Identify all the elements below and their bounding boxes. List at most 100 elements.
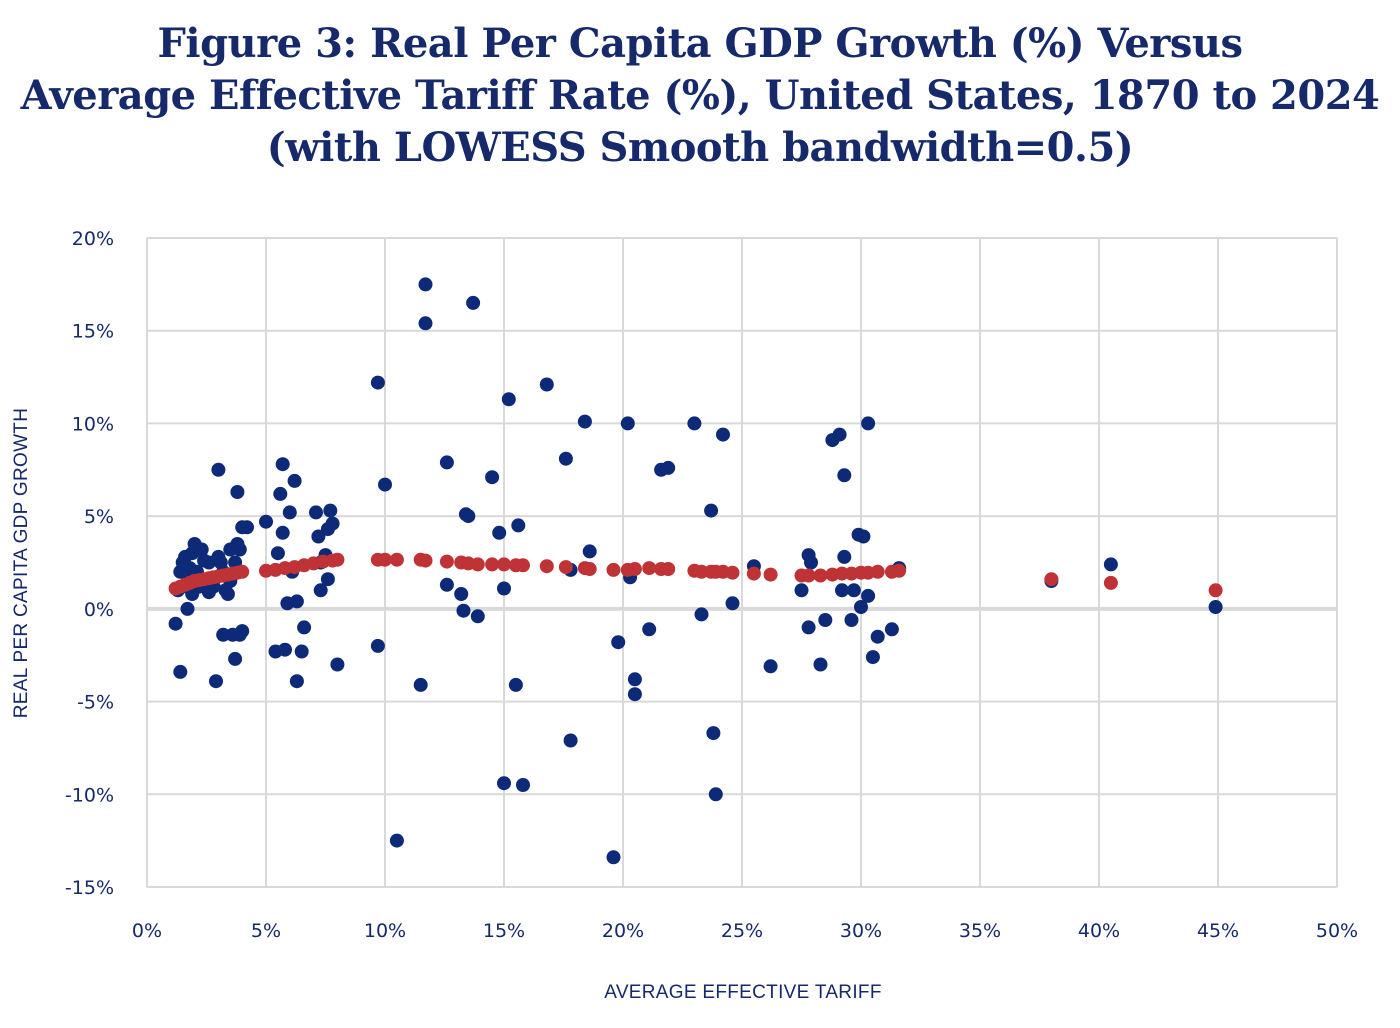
lowess-point	[470, 557, 485, 572]
observed-point	[844, 613, 859, 627]
observed-point	[508, 677, 523, 692]
observed-point	[1208, 600, 1223, 614]
observed-point	[311, 529, 326, 544]
y-tick-label: -10%	[65, 784, 114, 806]
observed-point	[558, 451, 573, 466]
observed-point	[220, 587, 235, 601]
observed-point	[168, 616, 183, 631]
observed-point	[309, 505, 323, 520]
observed-point	[642, 622, 657, 637]
lowess-point	[558, 560, 573, 575]
x-tick-label: 15%	[483, 920, 525, 942]
observed-point	[661, 460, 676, 475]
y-tick-label: -15%	[65, 877, 114, 899]
observed-point	[501, 392, 516, 407]
lowess-point	[539, 559, 554, 574]
x-tick-label: 25%	[721, 920, 763, 942]
observed-point	[439, 455, 454, 470]
observed-point	[230, 485, 245, 499]
observed-point	[620, 416, 635, 431]
x-tick-label: 45%	[1197, 920, 1239, 942]
lowess-point	[725, 565, 740, 580]
lowess-point	[801, 568, 816, 583]
x-tick-label: 35%	[959, 920, 1001, 942]
observed-point	[837, 468, 852, 483]
observed-point	[325, 516, 340, 531]
observed-point	[289, 674, 304, 689]
observed-point	[370, 638, 385, 653]
observed-point	[313, 583, 328, 598]
observed-point	[492, 525, 507, 540]
lowess-point	[1103, 575, 1118, 590]
x-axis-label: AVERAGE EFFECTIVE TARIFF	[604, 982, 881, 1003]
observed-point	[804, 555, 818, 570]
x-tick-label: 50%	[1316, 920, 1358, 942]
y-tick-label: 15%	[72, 321, 114, 343]
observed-point	[818, 613, 833, 627]
y-axis-label: REAL PER CAPITA GDP GROWTH	[11, 408, 32, 718]
observed-point	[846, 583, 861, 598]
observed-point	[461, 509, 476, 524]
lowess-point	[235, 564, 250, 579]
observed-point	[273, 486, 288, 501]
observed-point	[582, 544, 597, 559]
lowess-point	[892, 563, 907, 578]
observed-point	[516, 778, 530, 792]
x-tick-label: 10%	[364, 920, 406, 942]
observed-point	[627, 687, 642, 702]
observed-point	[297, 620, 312, 635]
observed-point	[856, 529, 871, 544]
chart-title-line2: Average Effective Tariff Rate (%), Unite…	[20, 72, 1380, 119]
observed-point	[466, 295, 481, 310]
observed-point	[275, 457, 290, 472]
observed-point	[511, 518, 526, 533]
observed-point	[708, 787, 723, 802]
observed-point	[870, 629, 885, 644]
observed-point	[470, 609, 485, 624]
observed-point	[611, 635, 626, 650]
lowess-point	[661, 562, 676, 576]
observed-point	[378, 477, 392, 492]
x-tick-label: 20%	[602, 920, 644, 942]
observed-point	[539, 377, 554, 392]
chart-title-line1: Figure 3: Real Per Capita GDP Growth (%)…	[157, 20, 1243, 67]
lowess-point	[582, 562, 597, 576]
lowess-point	[813, 568, 828, 583]
observed-point	[194, 542, 209, 557]
y-tick-label: 5%	[84, 506, 114, 528]
observed-point	[1103, 557, 1118, 572]
observed-point	[763, 659, 778, 674]
observed-point	[413, 677, 428, 692]
observed-point	[287, 473, 302, 488]
observed-point	[270, 546, 285, 561]
observed-point	[211, 462, 226, 477]
observed-point	[389, 833, 404, 848]
observed-point	[497, 776, 511, 791]
observed-point	[704, 503, 719, 518]
observed-point	[725, 596, 740, 611]
lowess-point	[1208, 583, 1223, 598]
tick-labels: 0% 5% 10% 15% 20% 25% 30% 35% 40% 45% 50% 20% 15% 10%…	[65, 228, 1358, 942]
lowess-point	[606, 562, 621, 577]
observed-point	[456, 603, 471, 618]
y-tick-label: 20%	[72, 228, 114, 250]
observed-point	[694, 607, 709, 622]
lowess-point	[497, 557, 511, 572]
observed-point	[418, 277, 433, 292]
observed-point	[235, 624, 250, 639]
observed-point	[801, 620, 816, 635]
observed-point	[832, 427, 847, 442]
observed-point	[854, 600, 868, 614]
x-tick-label: 30%	[840, 920, 882, 942]
observed-point	[232, 542, 247, 557]
observed-point	[173, 664, 188, 679]
lowess-point	[439, 554, 454, 569]
chart-title-line3: (with LOWESS Smooth bandwidth=0.5)	[266, 124, 1134, 171]
lowess-point	[389, 552, 404, 567]
observed-point	[180, 601, 195, 616]
observed-point	[485, 470, 500, 485]
observed-point	[275, 525, 290, 540]
chart-title: Figure 3: Real Per Capita GDP Growth (%)…	[0, 18, 1400, 174]
observed-point	[627, 672, 642, 687]
lowess-point	[1044, 572, 1059, 587]
